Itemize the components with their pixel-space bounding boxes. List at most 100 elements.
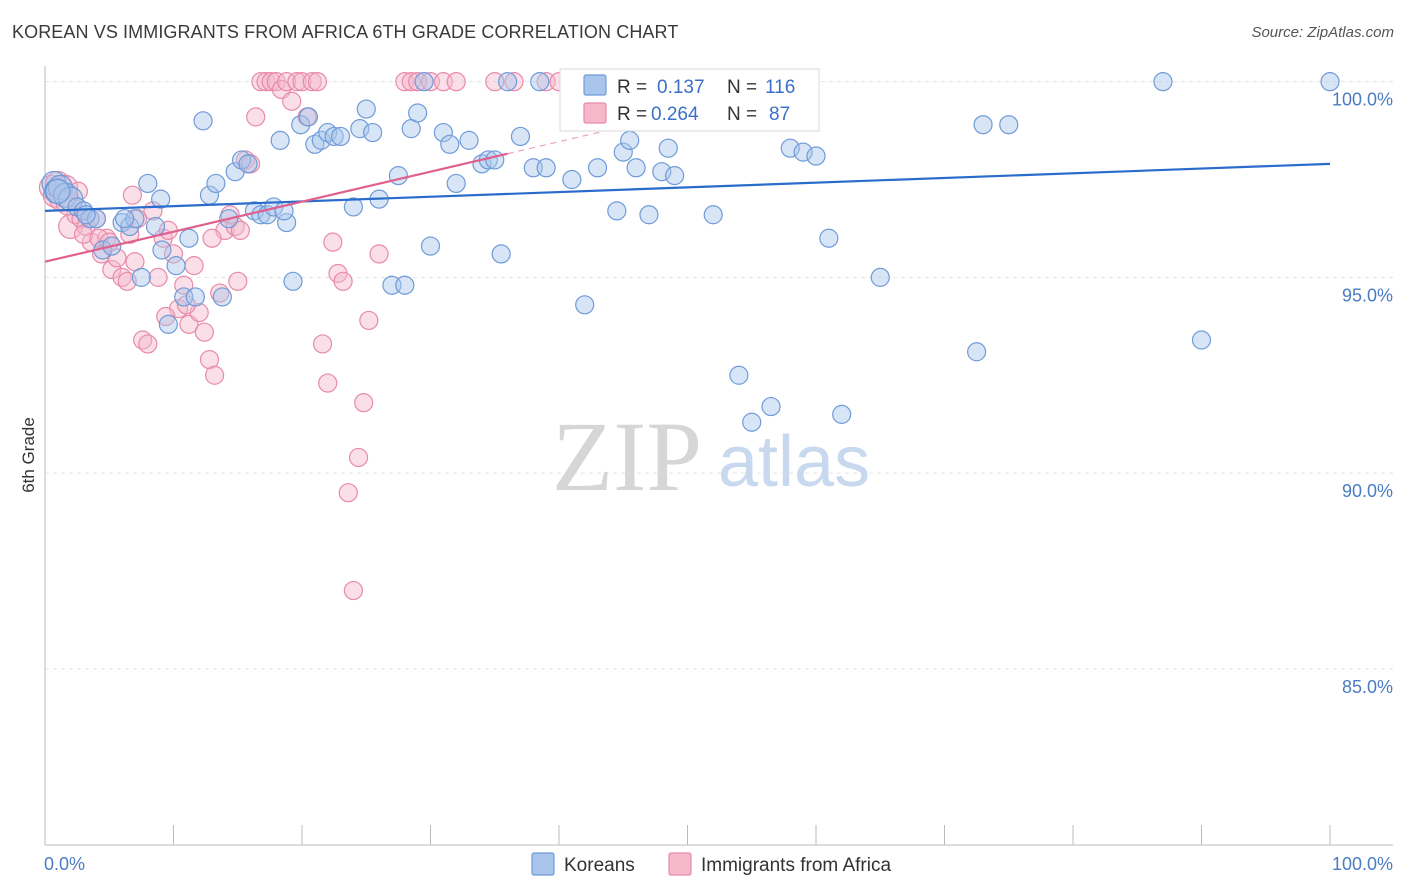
africa-point [504,72,524,92]
legend-koreans-r-label: R = [617,77,647,98]
africa-point [117,271,137,291]
watermark-atlas: atlas [718,422,870,502]
korean-point [1191,330,1212,350]
watermark-zip: ZIP [552,401,702,512]
africa-point [202,228,222,248]
korean-point [780,138,800,158]
legend-bottom-africa-label: Immigrants from Africa [701,855,891,876]
korean-point [562,169,582,190]
africa-point [287,72,307,92]
legend-africa-r-label: R = [617,104,647,125]
korean-point [1153,72,1173,92]
africa-point [194,322,214,342]
africa-point [156,306,176,327]
africa-point [228,271,248,291]
africa-point [354,393,374,413]
africa-point [318,373,338,393]
korean-point [446,173,466,194]
korean-point [125,209,145,229]
korean-point [806,146,826,166]
korean-point [870,267,890,287]
korean-point [166,256,186,276]
korean-point [498,72,518,92]
africa-point [138,334,158,354]
korean-point [819,228,839,248]
korean-point [388,166,408,186]
korean-point [395,275,415,295]
korean-point [291,115,311,135]
axes [44,66,1393,846]
korean-point [238,154,258,174]
africa-point [251,72,271,92]
watermark: ZIP atlas [552,401,870,512]
africa-point [323,232,343,252]
korean-point [298,107,319,127]
korean-point [283,271,303,291]
africa-point [292,72,312,92]
x-tick-label-min: 0.0% [44,854,85,874]
korean-point [363,122,383,143]
legend-bottom-koreans-swatch [531,852,555,876]
africa-point [307,72,328,92]
africa-point [302,72,322,92]
series-koreans [41,72,1340,432]
korean-point [999,115,1019,135]
korean-point [420,236,441,256]
korean-point [967,342,987,362]
africa-point [276,72,297,92]
legend-africa-n-value: 87 [769,104,790,125]
korean-point [179,228,199,248]
legend-bottom-africa-swatch [668,852,692,876]
africa-point [369,244,389,264]
chart-title: KOREAN VS IMMIGRANTS FROM AFRICA 6TH GRA… [12,22,679,42]
korean-point [356,99,376,119]
korean-point [973,115,993,135]
korean-point [131,267,151,287]
korean-point [658,138,678,158]
y-tick-label-0: 100.0% [1332,90,1393,110]
korean-point [665,166,685,186]
korean-point [793,142,813,162]
y-tick-label-2: 90.0% [1342,481,1393,501]
y-tick-labels: 100.0% 95.0% 90.0% 85.0% [1332,90,1393,697]
africa-point [205,365,225,385]
korean-point [761,396,781,417]
korean-point [152,240,172,260]
korean-point [115,209,135,229]
legend-koreans-swatch [583,74,607,96]
korean-point [324,126,344,147]
africa-point [348,447,369,468]
legend-series: Koreans Immigrants from Africa [531,852,891,876]
korean-point [1320,72,1340,92]
korean-point [145,216,166,237]
korean-point [330,126,351,147]
korean-point [311,130,331,150]
africa-point [261,72,281,92]
africa-point [333,271,353,291]
series-immigrants-from-africa [38,72,646,601]
korean-point [206,173,226,194]
africa-point [148,267,168,287]
legend-koreans-r-value: 0.137 [657,77,705,98]
korean-point [485,150,505,170]
legend-africa-swatch [583,102,607,124]
korean-point [158,314,178,334]
africa-point [343,580,363,601]
korean-point [343,197,363,217]
korean-point [193,111,213,131]
korean-point [45,178,71,204]
africa-point [359,310,379,331]
korean-point [212,287,232,307]
legend-africa-r-value: 0.264 [651,104,699,125]
korean-point [626,158,646,178]
africa-point [163,244,184,264]
africa-point [256,72,276,92]
africa-point [282,91,302,111]
y-axis-title: 6th Grade [19,417,38,493]
legend-koreans-n-value: 116 [765,77,795,98]
legend-stats: R = 0.137 N = 116 R = 0.264 N = 87 [559,68,820,132]
africa-point [184,256,204,276]
africa-point [102,259,122,280]
y-tick-label-1: 95.0% [1342,285,1393,305]
